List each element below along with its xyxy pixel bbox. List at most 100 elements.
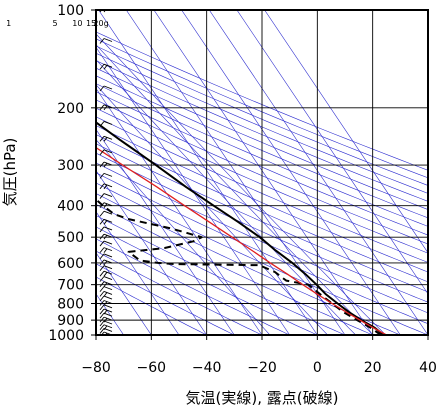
mixing-ratio-line bbox=[96, 33, 387, 335]
wind-barb-flag bbox=[99, 328, 105, 334]
wind-barb-flag bbox=[99, 210, 105, 217]
dry-adiabat-line bbox=[96, 107, 428, 254]
wind-barb bbox=[99, 281, 113, 287]
wind-barbs bbox=[99, 10, 113, 335]
wind-barb-flag bbox=[99, 286, 105, 292]
wind-barb-flag bbox=[103, 248, 108, 253]
wind-barb-flag bbox=[99, 240, 105, 247]
x-tick-label: −80 bbox=[81, 360, 111, 376]
isotherm-line bbox=[236, 10, 428, 295]
wind-barb-flag bbox=[99, 136, 105, 142]
x-tick-label: 40 bbox=[419, 360, 436, 376]
mixing-ratio-label: 5 bbox=[53, 19, 58, 28]
wind-barb bbox=[99, 135, 113, 142]
wind-barb bbox=[99, 290, 113, 297]
dry-adiabat-line bbox=[96, 193, 402, 335]
wind-barb-flag bbox=[103, 137, 108, 142]
wind-barb bbox=[99, 316, 113, 323]
wind-barb-flag bbox=[103, 162, 108, 168]
y-tick-label: 300 bbox=[57, 158, 84, 174]
mixing-ratio-label: 15 bbox=[86, 19, 96, 28]
wind-barb-flag bbox=[103, 220, 108, 225]
wind-barb bbox=[99, 172, 113, 179]
wind-barb-flag bbox=[103, 282, 108, 287]
wind-barb-flag bbox=[103, 260, 108, 266]
dry-adiabat-line bbox=[96, 172, 428, 325]
wind-barb-flag bbox=[99, 85, 105, 92]
dry-adiabat-line bbox=[96, 45, 428, 186]
isotherm-line bbox=[96, 87, 263, 335]
isotherm-line bbox=[264, 10, 428, 254]
wind-barb-flag bbox=[99, 104, 105, 111]
wind-barb bbox=[99, 233, 113, 240]
wind-barb-flag bbox=[99, 312, 105, 319]
wind-barb-staff bbox=[103, 38, 113, 42]
wind-barb bbox=[99, 259, 113, 266]
wind-barb bbox=[99, 193, 113, 199]
wind-barb-staff bbox=[103, 316, 113, 321]
wind-barb-flag bbox=[99, 247, 105, 253]
x-axis-label: 気温(実線), 露点(破線) bbox=[186, 389, 339, 407]
wind-barb-staff bbox=[103, 308, 113, 313]
wind-barb bbox=[99, 300, 113, 306]
wind-barb-flag bbox=[99, 63, 105, 70]
dry-adiabat-line bbox=[96, 125, 428, 273]
dry-adiabat-line bbox=[96, 134, 428, 283]
dry-adiabat-line bbox=[96, 238, 291, 335]
wind-barb-staff bbox=[103, 240, 113, 245]
wind-barb-staff bbox=[103, 218, 113, 223]
wind-barb-flag bbox=[99, 270, 105, 277]
dry-adiabat-line bbox=[96, 182, 428, 335]
dry-adiabat-line bbox=[96, 116, 428, 263]
wind-barb-staff bbox=[103, 304, 113, 309]
y-tick-label: 200 bbox=[57, 101, 84, 117]
y-tick-label: 100 bbox=[57, 3, 84, 19]
wind-barb bbox=[99, 295, 113, 302]
wind-barb bbox=[99, 38, 113, 44]
wind-barb-staff bbox=[103, 226, 113, 231]
wind-barb-staff bbox=[103, 161, 113, 166]
wind-barb-flag bbox=[99, 300, 105, 306]
wind-barb-staff bbox=[103, 193, 113, 197]
mixing-ratio-line bbox=[96, 59, 357, 335]
dry-adiabat-line bbox=[96, 99, 428, 245]
axes: −80 −60 −40 −20 0 20 40 100 200 300 400 500 600 700 80… bbox=[48, 3, 436, 376]
dry-adiabat-line bbox=[96, 31, 428, 171]
mixing-ratio-line bbox=[96, 139, 271, 335]
wind-barb-flag bbox=[99, 316, 105, 323]
temperature-line bbox=[96, 121, 385, 335]
wind-barb-flag bbox=[99, 149, 105, 156]
dry-adiabat-line bbox=[96, 276, 208, 335]
wind-barb-staff bbox=[103, 281, 113, 286]
wind-barb bbox=[99, 270, 113, 277]
wind-barb-staff bbox=[103, 265, 113, 270]
wind-barb-flag bbox=[99, 265, 105, 271]
wind-barb-flag bbox=[99, 219, 105, 225]
y-tick-label: 500 bbox=[57, 230, 84, 246]
wind-barb-staff bbox=[103, 247, 113, 252]
wind-barb bbox=[99, 121, 113, 127]
isotherm-line bbox=[209, 10, 428, 335]
wind-barb-flag bbox=[103, 64, 108, 70]
wind-barb-flag bbox=[99, 38, 105, 44]
wind-barb-staff bbox=[103, 104, 113, 109]
wind-barb bbox=[99, 183, 113, 190]
wind-barb-staff bbox=[103, 172, 113, 177]
wind-barb-staff bbox=[103, 312, 113, 317]
isotherm-line bbox=[126, 10, 346, 335]
wind-barb-flag bbox=[103, 10, 107, 13]
wind-barb-flag bbox=[99, 121, 105, 127]
wind-barb bbox=[99, 202, 113, 208]
wind-barb bbox=[99, 218, 113, 225]
wind-barb-flag bbox=[99, 10, 103, 13]
wind-barb-flag bbox=[99, 308, 105, 315]
wind-barb-staff bbox=[103, 286, 113, 291]
wind-barb bbox=[99, 247, 113, 253]
wind-barb bbox=[99, 312, 113, 319]
y-tick-label: 900 bbox=[57, 313, 84, 329]
wind-barb-flag bbox=[103, 234, 108, 240]
dry-adiabat-line bbox=[96, 250, 263, 335]
isotherm-line bbox=[96, 211, 180, 335]
wind-barb-staff bbox=[103, 328, 113, 332]
wind-barb bbox=[99, 304, 113, 311]
